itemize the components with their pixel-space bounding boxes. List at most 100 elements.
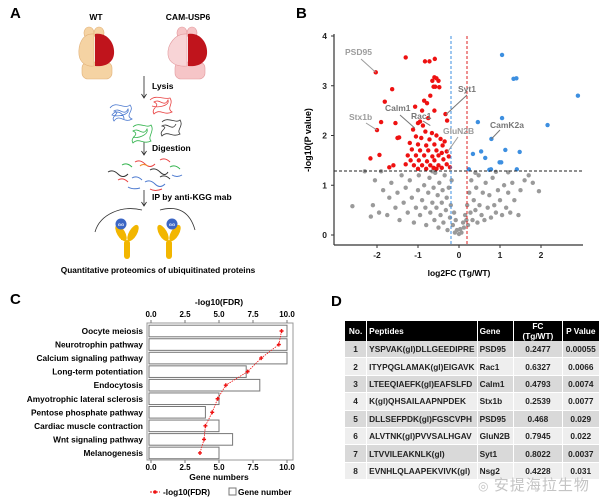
table-cell: K(gl)QHSAILAAPNPDEK: [366, 392, 478, 411]
point-down: [422, 59, 428, 64]
point-ns: [479, 212, 484, 218]
point-up: [478, 149, 484, 154]
point-ns: [518, 188, 523, 193]
column-header: Peptides: [366, 321, 478, 341]
annotation-leader: [399, 114, 416, 129]
point-ns: [447, 215, 453, 220]
point-ns: [436, 225, 441, 230]
table-cell: 0.6327: [513, 357, 563, 376]
bar: [148, 324, 288, 338]
top-tick-label: 2.5: [179, 310, 191, 319]
fdr-point: [279, 329, 284, 333]
point-ns: [389, 180, 394, 185]
point-down: [436, 78, 441, 83]
point-ns: [458, 226, 463, 232]
table-cell: EVNHLQLAAPEKVIVK(gl): [366, 462, 478, 481]
antibody-icon: GG GG: [94, 208, 196, 259]
table-cell: Rac1: [477, 357, 515, 376]
point-down: [413, 134, 419, 139]
point-ns: [370, 202, 376, 208]
point-ns: [492, 202, 497, 208]
point-ns: [464, 217, 469, 223]
watermark: ◎ 安提海拉生物: [478, 474, 590, 495]
legend-gene-label: Gene number: [238, 487, 292, 497]
point-ns: [443, 207, 449, 213]
point-up: [575, 93, 581, 98]
table-cell: 1: [345, 341, 368, 359]
point-ns: [473, 207, 478, 213]
point-down: [424, 143, 429, 148]
point-down: [393, 120, 398, 126]
point-ns: [459, 230, 464, 235]
table-cell: DLLSEFPDK(gl)FGSCVPH: [366, 410, 478, 428]
point-down: [424, 166, 429, 172]
point-ns: [372, 178, 378, 183]
bar: [148, 338, 288, 351]
point-down: [391, 163, 396, 168]
point-up: [470, 151, 476, 157]
point-ns: [477, 202, 482, 208]
bottom-tick-label: 5.0: [213, 463, 225, 472]
annotation-label: PSD95: [345, 47, 372, 57]
point-up: [499, 160, 504, 165]
table-cell: 0.031: [562, 462, 600, 481]
point-down: [434, 166, 439, 172]
point-ns: [473, 170, 478, 176]
point-ns: [451, 210, 457, 215]
point-down: [382, 99, 387, 104]
table-cell: PSD95: [477, 341, 515, 359]
y-axis-label: -log10(P value): [303, 108, 313, 172]
annotation-label: GluN2B: [443, 126, 474, 136]
point-ns: [393, 205, 398, 210]
point-ns: [460, 220, 466, 225]
point-down: [432, 158, 437, 163]
point-down: [368, 156, 373, 161]
gg-tag: GG: [118, 222, 124, 227]
point-ns: [439, 200, 444, 205]
point-ns: [508, 210, 513, 215]
point-down: [431, 84, 436, 89]
bar: [148, 446, 220, 460]
fdr-point: [223, 383, 228, 388]
annotation-leader: [445, 94, 468, 115]
bar: [148, 351, 288, 365]
point-ns: [395, 190, 400, 195]
tg-brain-icon: [167, 26, 208, 80]
point-ns: [497, 197, 503, 203]
point-ns: [401, 200, 406, 205]
point-ns: [350, 203, 355, 209]
point-down: [421, 153, 427, 158]
table-cell: ALVTNK(gl)PVVSALHGAV: [366, 427, 478, 446]
panel-label-b: B: [296, 5, 307, 22]
table-row: 4 K(gl)QHSAILAAPNPDEK Stx1b 0.2539 0.0077: [345, 392, 600, 411]
point-ns: [421, 183, 427, 188]
point-ns: [522, 178, 527, 183]
point-ns: [450, 222, 456, 228]
point-ns: [467, 190, 472, 195]
point-ns: [405, 210, 410, 215]
category-label: Oocyte meiosis: [82, 326, 144, 336]
table-cell: 3: [345, 375, 368, 394]
point-ns: [430, 200, 435, 205]
point-ns: [465, 202, 470, 208]
fdr-point: [210, 410, 215, 415]
y-tick-label: 1: [322, 180, 327, 190]
point-ns: [493, 210, 499, 215]
point-ns: [427, 175, 432, 180]
point-ns: [476, 173, 481, 178]
table-cell: 0.0074: [562, 375, 600, 394]
point-ns: [411, 220, 417, 225]
point-down: [428, 93, 433, 98]
category-label: Cardiac muscle contraction: [34, 421, 143, 431]
x-tick-label: 2: [539, 250, 544, 260]
fdr-point: [197, 450, 202, 455]
point-ns: [483, 180, 488, 185]
top-axis-title: -log10(FDR): [195, 297, 243, 307]
peptide-fragments-icon: [107, 158, 183, 191]
point-ns: [397, 217, 402, 223]
point-ns: [499, 212, 505, 218]
table-row: 6 ALVTNK(gl)PVVSALHGAV GluN2B 0.7945 0.022: [345, 427, 600, 446]
fdr-point: [215, 396, 220, 401]
point-down: [408, 158, 413, 163]
point-up: [488, 167, 494, 172]
